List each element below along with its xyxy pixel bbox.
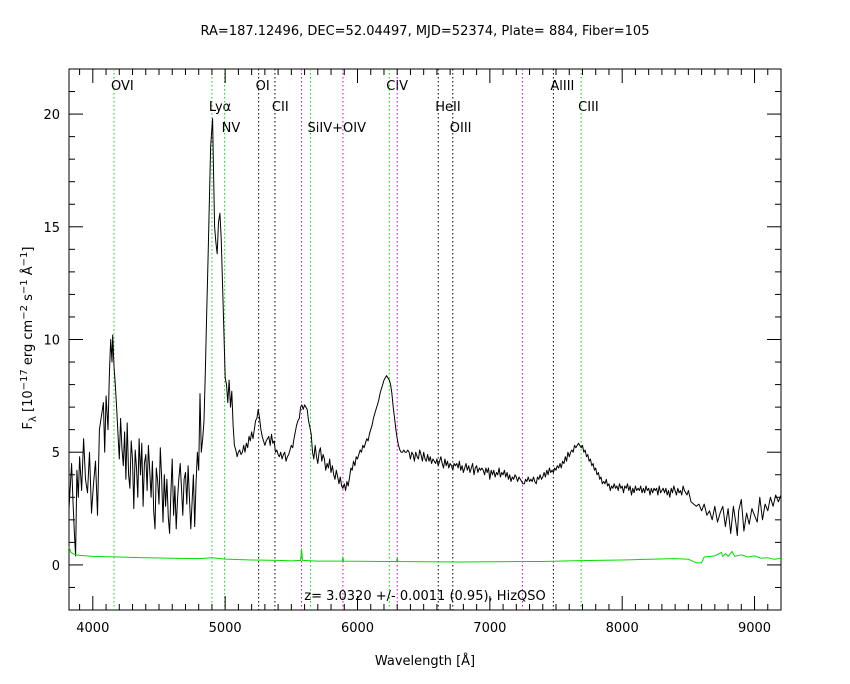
x-axis-label: Wavelength [Å] [375,653,475,669]
line-marker-label: SiIV+OIV [308,121,367,136]
redshift-annotation: z= 3.0320 +/- 0.0011 (0.95), HizQSO [304,589,545,604]
x-tick-label: 7000 [473,621,506,636]
y-tick-label: 10 [43,334,60,349]
line-marker-label: OIII [450,121,472,136]
line-marker-label: HeII [435,100,460,115]
x-tick-label: 4000 [76,621,109,636]
series-layer [68,118,782,564]
line-marker-label: OVI [111,79,134,94]
y-tick-label: 5 [52,446,60,461]
line-marker-layer: OVILyαNVOICIISiIV+OIVCIVHeIIOIIIAlIIICII… [111,69,599,610]
y-label-exp3: −1 [19,279,30,294]
y-label-exp2: −2 [19,305,30,320]
line-marker-label: NV [222,121,241,136]
y-label-erg: erg cm [21,320,36,369]
x-tick-label: 9000 [738,621,771,636]
line-marker-label: AlIII [550,79,574,94]
error-series-line [68,546,782,564]
x-tick-label: 5000 [209,621,242,636]
y-label-f: F [21,422,36,429]
y-axis-label: Fλ [10−17 erg cm−2 s−1 Å−1] [19,247,39,430]
y-label-angstrom: Å [20,266,36,279]
y-label-lambda: λ [28,416,39,422]
y-label-s: s [21,294,36,305]
y-label-open: [10 [21,390,36,416]
y-label-exp1: −17 [19,369,30,390]
chart-title: RA=187.12496, DEC=52.04497, MJD=52374, P… [201,24,650,39]
line-marker-label: CIII [578,100,599,115]
y-tick-label: 20 [43,108,60,123]
x-tick-label: 6000 [341,621,374,636]
flux-series-line [68,118,782,557]
axis-ticks: 4000 5000 6000 7000 8000 9000 0 5 10 15 20 [43,68,782,636]
line-marker-label: Lyα [209,100,231,115]
line-marker-label: CII [272,100,289,115]
y-label-close: ] [21,247,36,252]
line-marker-label: OI [256,79,270,94]
y-label-exp4: −1 [19,252,30,267]
y-tick-label: 0 [52,559,60,574]
y-tick-label: 15 [43,221,60,236]
x-tick-label: 8000 [606,621,639,636]
